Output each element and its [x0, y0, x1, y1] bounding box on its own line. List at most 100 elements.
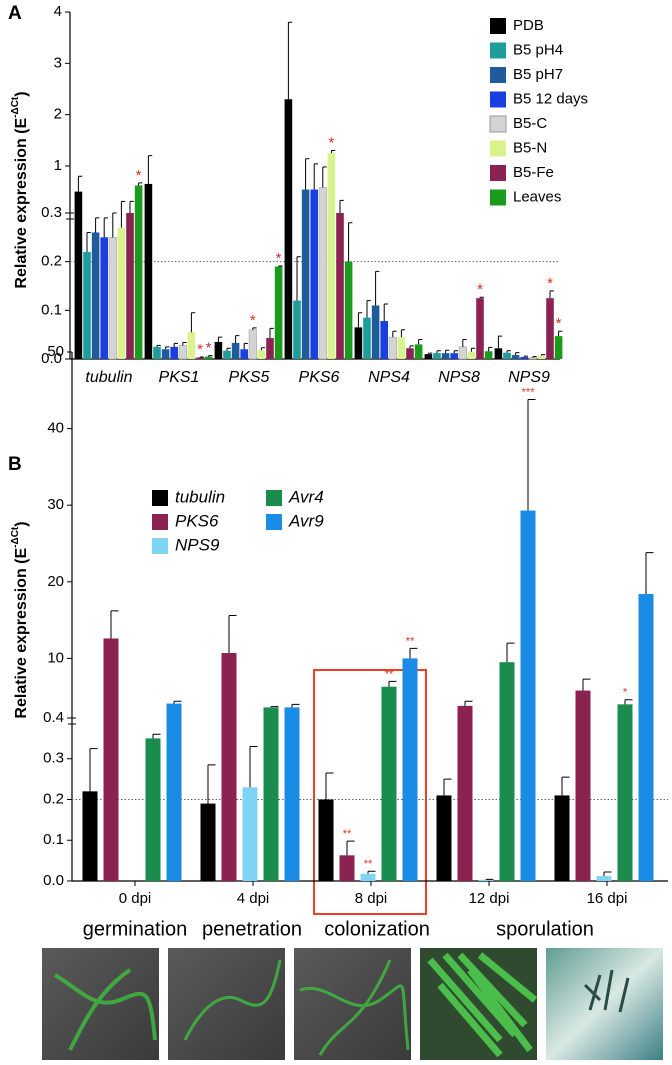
bar: [503, 352, 511, 359]
y-tick-label: 0.0: [41, 350, 62, 367]
error-bar: [120, 200, 126, 228]
y-tick-label: 2: [54, 106, 62, 123]
error-bar: [523, 355, 528, 358]
x-tick-label: 4 dpi: [237, 890, 270, 907]
bar: [178, 345, 187, 360]
y-tick-label: 40: [47, 420, 64, 437]
legend-label: PDB: [513, 17, 544, 34]
legend-label: NPS9: [175, 535, 220, 554]
x-tick-label: NPS9: [508, 369, 550, 386]
legend-swatch: [490, 165, 506, 181]
error-bar: [173, 700, 182, 704]
significance-mark: **: [385, 668, 394, 680]
bar: [196, 357, 204, 359]
bar: [433, 353, 441, 359]
legend-label: B5 12 days: [513, 90, 588, 107]
x-tick-label: NPS8: [438, 369, 480, 386]
bar: [476, 298, 484, 359]
y-axis-label-end: ): [13, 91, 30, 96]
error-bar: [488, 346, 493, 352]
bar: [200, 803, 216, 881]
error-bar: [479, 296, 484, 299]
error-bar: [375, 270, 380, 306]
y-tick-label: 1: [54, 157, 62, 174]
significance-mark: *: [477, 281, 483, 298]
bar: [520, 510, 536, 881]
error-bar: [383, 303, 388, 322]
legend-label: B5-N: [513, 139, 547, 156]
x-tick-label: PKS6: [299, 369, 340, 386]
error-bar: [152, 733, 161, 739]
error-bar: [392, 330, 397, 338]
significance-mark: *: [250, 312, 256, 329]
bar: [103, 638, 119, 881]
error-bar: [549, 290, 554, 299]
error-bar: [339, 199, 344, 213]
hypha: [299, 959, 410, 1056]
legend-label: B5 pH7: [513, 66, 563, 83]
bar: [117, 227, 126, 359]
error-bar: [291, 703, 300, 708]
bar: [617, 704, 633, 881]
error-bar: [645, 552, 654, 595]
bar: [344, 261, 353, 359]
error-bar: [217, 336, 223, 342]
micrograph: [546, 948, 663, 1060]
bar: [458, 346, 467, 360]
bar: [231, 342, 240, 359]
bar: [575, 690, 591, 881]
error-bar: [269, 327, 274, 339]
bar: [402, 658, 418, 881]
bar: [214, 341, 223, 359]
bar: [499, 662, 515, 881]
bar: [221, 653, 237, 881]
x-tick-label: 0 dpi: [119, 890, 152, 907]
x-tick-label: 12 dpi: [469, 890, 510, 907]
error-bar: [409, 345, 414, 349]
y-tick-label: 0.3: [43, 750, 64, 767]
significance-mark: *: [328, 135, 334, 152]
bar: [257, 350, 266, 359]
error-bar: [427, 352, 433, 355]
error-bar: [156, 344, 161, 347]
legend-label: B5-Fe: [513, 164, 554, 181]
significance-mark: **: [343, 828, 352, 840]
bar: [82, 791, 98, 881]
error-bar: [270, 706, 279, 708]
error-bar: [409, 647, 418, 659]
error-bar: [252, 327, 257, 330]
x-tick-label: 8 dpi: [355, 890, 388, 907]
stage-label: sporulation: [496, 918, 594, 940]
error-bar: [540, 354, 546, 356]
error-bar: [147, 155, 153, 184]
error-bar: [445, 349, 450, 354]
legend-swatch: [490, 18, 506, 34]
bar: [354, 327, 363, 359]
error-bar: [95, 217, 100, 233]
stage-label: penetration: [202, 918, 302, 940]
error-bar: [330, 150, 336, 154]
significance-mark: *: [206, 340, 212, 357]
bar: [91, 232, 100, 359]
error-bar: [346, 840, 355, 856]
y-axis-label-text: Relative expression (E: [13, 118, 30, 289]
bar: [134, 185, 143, 359]
y-tick-label: 3: [54, 54, 62, 71]
significance-mark: **: [406, 635, 415, 647]
significance-mark: ***: [522, 386, 536, 398]
bar: [457, 705, 473, 881]
bar: [596, 876, 612, 881]
error-bar: [470, 347, 476, 352]
bar: [204, 356, 213, 359]
bar: [284, 707, 300, 881]
error-bar: [348, 222, 353, 262]
error-bar: [77, 175, 83, 192]
bar: [170, 346, 178, 359]
error-bar: [226, 347, 231, 351]
bar: [381, 686, 397, 881]
bar: [166, 703, 182, 881]
legend-swatch: [489, 115, 507, 133]
conidiophore: [583, 969, 630, 1013]
bar: [284, 99, 293, 359]
error-bar: [182, 341, 187, 346]
